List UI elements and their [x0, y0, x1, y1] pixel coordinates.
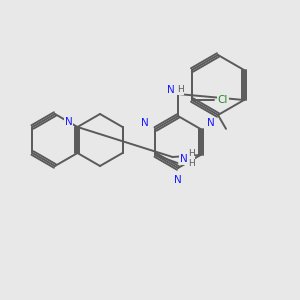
Text: H: H — [188, 160, 195, 169]
Text: N: N — [174, 175, 182, 185]
Text: N: N — [180, 154, 188, 164]
Text: N: N — [167, 85, 175, 95]
Text: N: N — [64, 117, 72, 127]
Text: H: H — [177, 85, 183, 94]
Text: H: H — [188, 149, 195, 158]
Text: N: N — [142, 118, 149, 128]
Text: Cl: Cl — [218, 95, 228, 105]
Text: N: N — [207, 118, 214, 128]
